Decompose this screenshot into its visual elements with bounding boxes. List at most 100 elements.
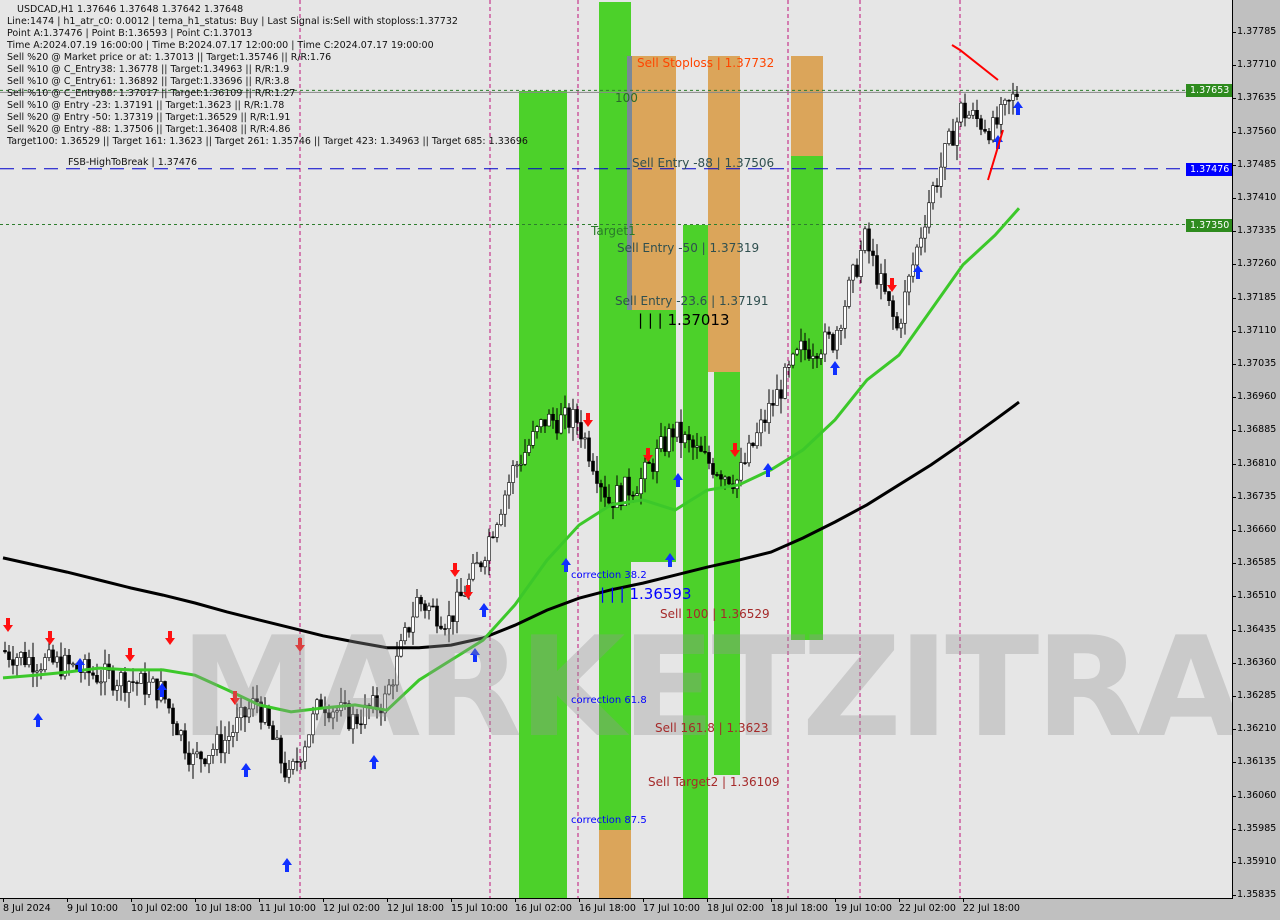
sell-arrow-icon [583, 413, 593, 427]
sell-100-label: Sell 100 | 1.36529 [660, 607, 770, 621]
info-line: Sell %10 @ C_Entry61: 1.36892 || Target:… [7, 76, 290, 87]
candle-body [523, 452, 527, 465]
x-tick-label: 22 Jul 18:00 [963, 898, 1020, 914]
buy-arrow-icon [665, 553, 675, 567]
candle-body [579, 422, 583, 440]
candle-body [135, 682, 139, 684]
sell-arrow-icon [3, 618, 13, 632]
candle-body [983, 129, 987, 132]
candle-body [83, 659, 87, 673]
candle-body [655, 448, 659, 472]
candle-body [679, 421, 683, 444]
candle-body [535, 426, 539, 432]
candle-body [391, 684, 395, 687]
candle-body [875, 255, 879, 285]
candle-body [719, 474, 723, 480]
candle-body [347, 703, 351, 730]
sell-arrow-icon [450, 563, 460, 577]
sell-arrow-icon [45, 631, 55, 645]
price-axis[interactable]: 1.37785 1.37710 1.37635 1.37560 1.37485 1.374… [1232, 0, 1280, 920]
candle-body [311, 713, 315, 736]
y-tick-label: 1.37485 [1232, 158, 1277, 170]
candle-body [703, 451, 707, 453]
point-c-label: | | | 1.37013 [638, 311, 730, 329]
y-tick-label: 1.35985 [1232, 822, 1277, 834]
zone-orange [791, 56, 823, 156]
y-tick-label: 1.37710 [1232, 59, 1277, 71]
x-tick-label: 15 Jul 10:00 [451, 898, 508, 914]
candle-body [711, 463, 715, 475]
candle-body [7, 651, 11, 660]
candle-body [411, 616, 415, 633]
candle-body [295, 761, 299, 763]
buy-arrow-icon [241, 763, 251, 777]
candle-body [559, 414, 563, 434]
candle-body [239, 707, 243, 718]
info-line: Time A:2024.07.19 16:00:00 | Time B:2024… [7, 40, 434, 51]
candle-body [231, 732, 235, 737]
candle-body [939, 166, 943, 187]
x-tick-label: 12 Jul 18:00 [387, 898, 444, 914]
buy-arrow-icon [157, 683, 167, 697]
info-line: Sell %10 @ C_Entry38: 1.36778 || Target:… [7, 64, 290, 75]
candle-body [487, 536, 491, 561]
candle-body [883, 273, 887, 292]
sell-arrow-icon [295, 638, 305, 652]
candle-body [431, 605, 435, 608]
candle-body [255, 698, 259, 703]
candle-body [651, 463, 655, 472]
y-tick-label: 1.37335 [1232, 225, 1277, 237]
candle-body [15, 657, 19, 666]
candle-body [99, 681, 103, 684]
candle-body [971, 109, 975, 116]
candle-body [51, 649, 55, 663]
candle-body [775, 389, 779, 406]
candle-body [423, 603, 427, 611]
sell-1618-label: Sell 161.8 | 1.3623 [655, 721, 769, 735]
candle-body [67, 654, 71, 665]
candle-body [223, 739, 227, 754]
candle-body [315, 699, 319, 715]
candle-body [35, 670, 39, 673]
zone-green [683, 225, 708, 898]
buy-arrow-icon [673, 473, 683, 487]
info-line: Sell %10 @ Entry -23: 1.37191 || Target:… [7, 100, 285, 111]
candle-body [507, 482, 511, 496]
candle-body [743, 462, 747, 464]
zone-orange [631, 56, 676, 310]
candle-body [527, 445, 531, 453]
candle-body [191, 753, 195, 765]
candle-body [979, 118, 983, 130]
chart-plot-area[interactable]: MARKETZITRADE USDCAD,H1 1.37646 1.37648 … [0, 0, 1233, 899]
candle-body [551, 413, 555, 421]
candle-body [147, 681, 151, 695]
candle-body [1015, 93, 1019, 97]
y-tick-label: 1.36735 [1232, 490, 1277, 502]
candle-body [619, 485, 623, 506]
zone-green [519, 91, 567, 898]
y-tick-label: 1.35835 [1232, 889, 1277, 901]
candle-body [943, 143, 947, 168]
candle-body [27, 657, 31, 666]
candle-body [515, 464, 519, 467]
candle-body [1007, 99, 1011, 102]
candle-body [603, 486, 607, 498]
sell-entry-50-label: Sell Entry -50 | 1.37319 [617, 241, 760, 255]
candle-body [767, 403, 771, 423]
candle-body [607, 496, 611, 504]
candle-body [335, 710, 339, 713]
candle-body [783, 367, 787, 399]
symbol-line: USDCAD,H1 1.37646 1.37648 1.37642 1.3764… [17, 4, 244, 15]
candle-body [43, 657, 47, 671]
info-line: Sell %10 @ C_Entry88: 1.37017 || Target:… [7, 88, 296, 99]
candle-body [483, 560, 487, 568]
candle-body [111, 670, 115, 691]
candle-body [667, 428, 671, 452]
x-tick-label: 10 Jul 02:00 [131, 898, 188, 914]
sell-arrow-icon [887, 278, 897, 292]
candle-body [599, 483, 603, 488]
candle-body [643, 461, 647, 480]
candle-body [279, 737, 283, 764]
candle-body [427, 605, 431, 611]
fsb-label: FSB-HighToBreak | 1.37476 [68, 157, 198, 168]
